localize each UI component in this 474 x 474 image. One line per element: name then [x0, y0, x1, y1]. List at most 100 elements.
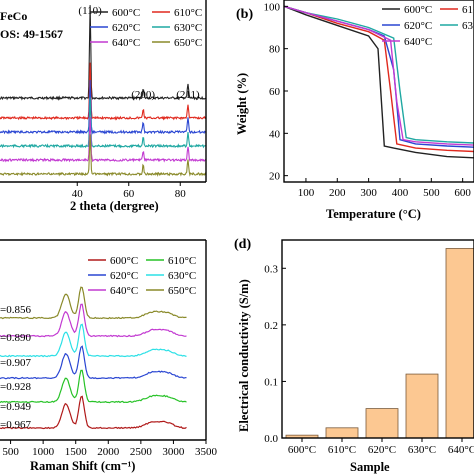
tga-x-label: Temperature (°C)	[326, 207, 421, 221]
xrd-pdf-label: OS: 49-1567	[0, 27, 63, 41]
raman-legend-label: 650°C	[168, 285, 196, 297]
raman-ratio-label: =0.928	[0, 381, 31, 393]
raman-xtick-label: 2000	[97, 446, 120, 458]
tga-x-ticks: 100 200 300 400 500 600	[298, 178, 471, 199]
conductivity-bar-610°C	[325, 427, 359, 439]
xrd-line-620°C	[0, 79, 207, 135]
tga-ytick-label: 100	[264, 1, 281, 13]
bar-xtick-label: 610°C	[328, 444, 356, 456]
xrd-xtick-label: 80	[175, 188, 187, 200]
xrd-peak-label: (211)	[176, 89, 200, 101]
bar-xtick-label: 630°C	[408, 444, 436, 456]
raman-xtick-label: 3500	[195, 446, 218, 458]
raman-ratio-label: =0.949	[0, 401, 31, 413]
bar-frame	[281, 239, 474, 439]
tga-ytick-label: 60	[269, 86, 281, 98]
xrd-x-label: 2 theta (dergree)	[70, 199, 159, 213]
raman-legend-label: 630°C	[168, 270, 196, 282]
xrd-line-640°C	[0, 116, 207, 163]
tga-xtick-label: 500	[423, 187, 440, 199]
xrd-line-610°C	[0, 62, 207, 121]
xrd-peak-label: (200)	[131, 89, 155, 101]
raman-x-ticks: 500 1000 1500 2000 2500 3000 3500	[2, 440, 218, 458]
raman-ratio-label: =0.890	[0, 332, 31, 344]
raman-ratio-label: =0.967	[0, 419, 31, 431]
xrd-peak-labels: (110) (200) (211)	[78, 5, 200, 101]
tga-frame	[283, 0, 474, 183]
xrd-x-ticks: 40 60 80	[72, 182, 187, 200]
raman-xtick-label: 3000	[162, 446, 185, 458]
tga-legend-label: 620°C	[404, 20, 432, 32]
tga-xtick-label: 400	[392, 187, 409, 199]
xrd-line-650°C	[0, 134, 207, 177]
tga-y-label: Weight (%)	[235, 73, 249, 135]
xrd-xtick-label: 40	[72, 188, 84, 200]
conductivity-bar-630°C	[405, 373, 439, 439]
tga-y-ticks: 20 40 60 80 100	[264, 1, 288, 183]
bar-ytick-label: 0.0	[264, 433, 278, 445]
raman-legend-label: 600°C	[110, 255, 138, 267]
raman-legend-label: 640°C	[110, 285, 138, 297]
tga-xtick-label: 200	[329, 187, 346, 199]
raman-id-ig-ratios: =0.856 =0.890 =0.907 =0.928 =0.949 =0.967	[0, 304, 31, 431]
xrd-feco-label: FeCo	[0, 9, 27, 23]
tga-line-610°C	[283, 5, 474, 153]
bar-y-label: Electrical conductivity (S/m)	[237, 279, 251, 432]
panel-c-raman: 500 1000 1500 2000 2500 3000 3500 =0.856 =0.890…	[0, 239, 218, 473]
tga-xtick-label: 600	[454, 187, 471, 199]
bar-ytick-label: 0.2	[264, 320, 278, 332]
xrd-line-630°C	[0, 97, 207, 149]
tga-line-640°C	[283, 5, 474, 146]
raman-ratio-label: =0.856	[0, 304, 31, 316]
panel-label-d: (d)	[234, 237, 251, 252]
xrd-legend-label: 640°C	[112, 37, 140, 49]
panel-label-b: (b)	[236, 7, 253, 22]
raman-xtick-label: 500	[2, 446, 19, 458]
conductivity-bars	[285, 248, 474, 439]
tga-legend-label: 640°C	[404, 36, 432, 48]
raman-legend: 600°C 610°C 620°C 630°C 640°C 650°C	[88, 255, 196, 297]
raman-xtick-label: 1000	[32, 446, 55, 458]
tga-xtick-label: 100	[298, 187, 315, 199]
xrd-peak-label: (110)	[78, 5, 102, 17]
panel-a-xrd: 40 60 80 FeCo OS: 49-1567 (110)(200) (211) …	[0, 0, 207, 213]
tga-line-630°C	[283, 5, 474, 144]
bar-y-ticks: 0.0 0.1 0.2 0.3	[264, 263, 286, 445]
tga-ytick-label: 80	[269, 44, 281, 56]
tga-xtick-label: 300	[360, 187, 377, 199]
raman-line-600°C	[0, 395, 187, 430]
xrd-series-lines	[0, 5, 207, 177]
bar-ytick-label: 0.1	[264, 376, 278, 388]
bar-x-ticks: 600°C 610°C 620°C 630°C 640°C	[288, 438, 474, 456]
xrd-legend-label: 630°C	[174, 22, 202, 34]
bar-ytick-label: 0.3	[264, 263, 278, 275]
tga-legend-label: 610°C	[462, 4, 474, 16]
tga-line-600°C	[283, 5, 474, 159]
xrd-legend-label: 610°C	[174, 7, 202, 19]
tga-ytick-label: 20	[269, 171, 281, 183]
xrd-legend-label: 600°C	[112, 7, 140, 19]
tga-legend-label: 600°C	[404, 4, 432, 16]
bar-xtick-label: 640°C	[448, 444, 474, 456]
panel-b-tga: (b) 20 40 60 80 100 100 200 300 400 500 600 600°C…	[235, 0, 474, 221]
tga-ytick-label: 40	[269, 128, 281, 140]
panel-d-conductivity: (d) 0.0 0.1 0.2 0.3 600°C 610°C 620°C 630°C 640…	[234, 237, 474, 474]
raman-legend-label: 610°C	[168, 255, 196, 267]
xrd-legend-label: 650°C	[174, 37, 202, 49]
raman-xtick-label: 2500	[130, 446, 153, 458]
raman-legend-label: 620°C	[110, 270, 138, 282]
raman-ratio-label: =0.907	[0, 357, 31, 369]
raman-line-610°C	[0, 369, 187, 404]
raman-line-640°C	[0, 303, 187, 338]
conductivity-bar-620°C	[365, 408, 399, 439]
tga-series-lines	[283, 5, 474, 159]
raman-x-label: Raman Shift (cm⁻¹)	[30, 459, 135, 473]
raman-line-620°C	[0, 345, 187, 380]
tga-legend: 600°C 610°C 620°C 630°C 640°C	[382, 4, 474, 48]
raman-series-lines	[0, 286, 187, 430]
raman-line-650°C	[0, 286, 187, 320]
bar-xtick-label: 620°C	[368, 444, 396, 456]
xrd-legend-label: 620°C	[112, 22, 140, 34]
xrd-legend: 600°C 610°C 620°C 630°C 640°C 650°C	[90, 7, 202, 49]
